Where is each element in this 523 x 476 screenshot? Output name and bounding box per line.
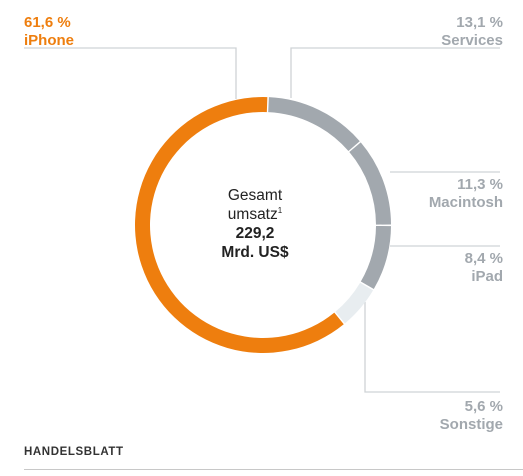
label-ipad: 8,4 % iPad <box>465 250 503 286</box>
center-total-value: 229,2 <box>235 225 275 242</box>
slice-ipad <box>360 225 391 290</box>
source-credit: HANDELSBLATT <box>24 446 124 458</box>
label-ipad-name: iPad <box>471 268 503 285</box>
center-footnote: 1 <box>277 205 283 215</box>
label-iphone-pct: 61,6 % <box>24 14 71 31</box>
leader-services <box>290 47 500 98</box>
label-sonstige-pct: 5,6 % <box>464 398 503 415</box>
donut-ring <box>135 97 391 353</box>
center-line2: umsatz <box>227 206 278 223</box>
label-iphone-name: iPhone <box>24 32 75 49</box>
leader-sonstige <box>364 302 500 393</box>
leader-iphone <box>24 47 237 99</box>
center-line2-wrap: umsatz1 <box>185 205 325 224</box>
label-iphone: 61,6 % iPhone <box>24 14 74 50</box>
label-macintosh: 11,3 % Macintosh <box>429 176 503 212</box>
slice-macintosh <box>349 142 391 225</box>
donut-center-label: Gesamt umsatz1 229,2 Mrd. US$ <box>185 186 325 262</box>
label-services-name: Services <box>441 32 503 49</box>
label-macintosh-name: Macintosh <box>428 194 503 211</box>
center-line1: Gesamt <box>227 187 283 204</box>
label-ipad-pct: 8,4 % <box>464 250 503 267</box>
center-total-unit: Mrd. US$ <box>221 244 289 261</box>
footer-divider <box>24 469 523 470</box>
label-macintosh-pct: 11,3 % <box>457 176 503 193</box>
slice-iphone <box>135 97 344 353</box>
slice-services <box>268 97 360 152</box>
label-sonstige: 5,6 % Sonstige <box>440 398 503 434</box>
label-sonstige-name: Sonstige <box>439 416 503 433</box>
label-services-pct: 13,1 % <box>456 14 503 31</box>
label-services: 13,1 % Services <box>441 14 503 50</box>
leader-lines <box>24 47 500 393</box>
slice-sonstige <box>335 282 374 324</box>
